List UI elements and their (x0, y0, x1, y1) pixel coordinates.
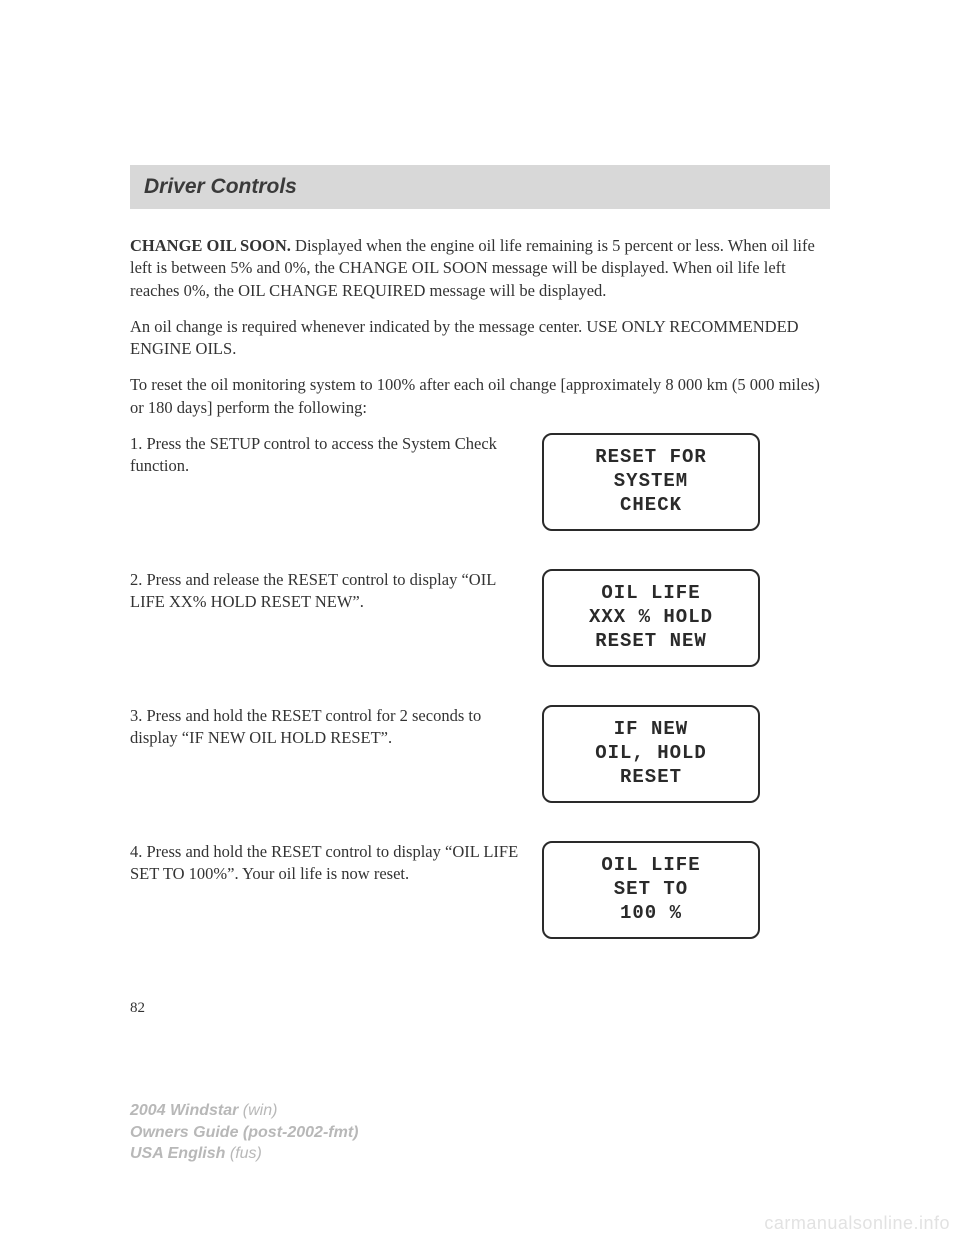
step-2-text: 2. Press and release the RESET control t… (130, 569, 522, 614)
display-screen-4: OIL LIFE SET TO 100 % (542, 841, 760, 939)
display-line: IF NEW (614, 718, 688, 742)
display-line: OIL LIFE (601, 854, 700, 878)
display-screen-3: IF NEW OIL, HOLD RESET (542, 705, 760, 803)
display-line: OIL, HOLD (595, 742, 707, 766)
display-screen-1: RESET FOR SYSTEM CHECK (542, 433, 760, 531)
paragraph-3: To reset the oil monitoring system to 10… (130, 374, 830, 419)
section-title: Driver Controls (144, 175, 816, 199)
display-line: XXX % HOLD (589, 606, 713, 630)
display-line: RESET NEW (595, 630, 707, 654)
section-header-bar: Driver Controls (130, 165, 830, 209)
step-1-text: 1. Press the SETUP control to access the… (130, 433, 522, 478)
step-row-3: 3. Press and hold the RESET control for … (130, 705, 830, 803)
watermark: carmanualsonline.info (764, 1213, 950, 1234)
step-row-4: 4. Press and hold the RESET control to d… (130, 841, 830, 939)
step-row-2: 2. Press and release the RESET control t… (130, 569, 830, 667)
footer-lang-line: USA English (fus) (130, 1143, 358, 1165)
paragraph-2: An oil change is required whenever indic… (130, 316, 830, 361)
footer-lang: USA English (130, 1145, 225, 1162)
display-line: 100 % (620, 902, 682, 926)
display-screen-2: OIL LIFE XXX % HOLD RESET NEW (542, 569, 760, 667)
footer-model-line: 2004 Windstar (win) (130, 1100, 358, 1122)
manual-page: Driver Controls CHANGE OIL SOON. Display… (0, 0, 960, 939)
display-line: CHECK (620, 494, 682, 518)
paragraph-1: CHANGE OIL SOON. Displayed when the engi… (130, 235, 830, 302)
footer-model-code: (win) (243, 1102, 278, 1119)
footer-model: 2004 Windstar (130, 1102, 238, 1119)
display-line: RESET FOR (595, 446, 707, 470)
page-number: 82 (130, 1000, 145, 1017)
step-4-text: 4. Press and hold the RESET control to d… (130, 841, 522, 886)
footer-guide: Owners Guide (post-2002-fmt) (130, 1122, 358, 1144)
paragraph-1-bold: CHANGE OIL SOON. (130, 236, 291, 255)
display-line: OIL LIFE (601, 582, 700, 606)
footer-lang-code: (fus) (230, 1145, 262, 1162)
step-3-text: 3. Press and hold the RESET control for … (130, 705, 522, 750)
display-line: SYSTEM (614, 470, 688, 494)
footer-block: 2004 Windstar (win) Owners Guide (post-2… (130, 1100, 358, 1165)
display-line: SET TO (614, 878, 688, 902)
step-row-1: 1. Press the SETUP control to access the… (130, 433, 830, 531)
display-line: RESET (620, 766, 682, 790)
